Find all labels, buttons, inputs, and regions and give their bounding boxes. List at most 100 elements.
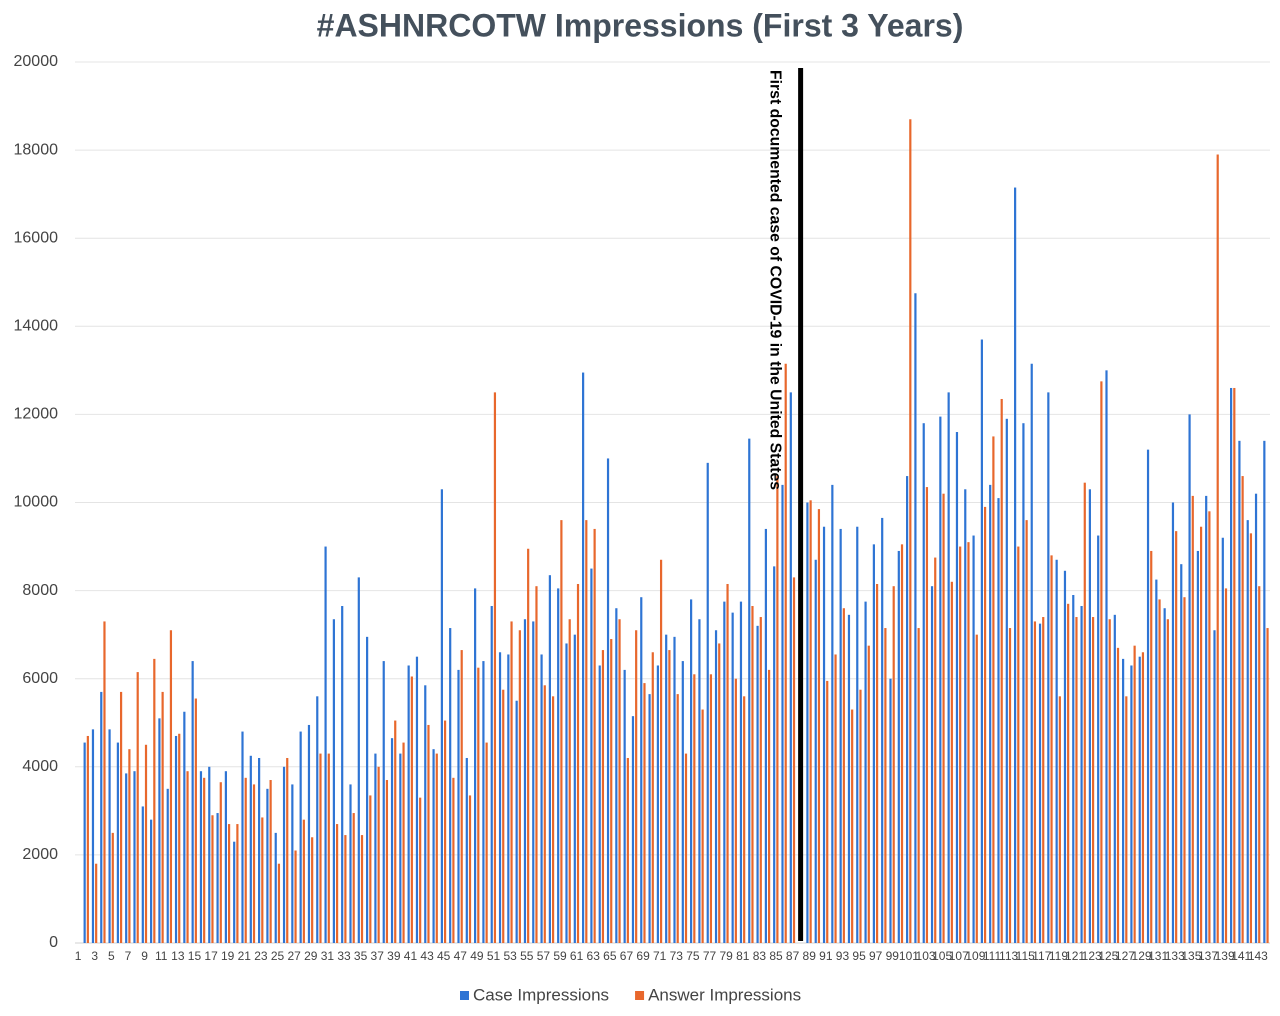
bar	[1216, 154, 1219, 943]
x-tick-label: 131	[1148, 949, 1168, 963]
bar	[856, 526, 859, 943]
x-tick-label: 41	[404, 949, 418, 963]
bar	[897, 550, 900, 943]
bar	[1180, 564, 1183, 943]
bar	[443, 720, 447, 943]
x-tick-label: 143	[1248, 949, 1268, 963]
bar	[914, 293, 917, 943]
x-tick-label: 21	[238, 949, 252, 963]
x-tick-label: 97	[869, 949, 883, 963]
bar	[219, 782, 222, 943]
y-tick-label: 2000	[22, 846, 58, 863]
x-tick-label: 59	[553, 949, 567, 963]
bar	[748, 438, 751, 943]
x-tick-label: 25	[271, 949, 285, 963]
bar	[792, 577, 796, 943]
x-tick-label: 1	[75, 949, 82, 963]
bar	[989, 484, 992, 943]
x-tick-label: 69	[636, 949, 650, 963]
bar	[341, 606, 344, 943]
x-tick-label: 53	[503, 949, 517, 963]
bar	[186, 771, 189, 943]
bar	[1100, 381, 1103, 943]
x-tick-label: 37	[371, 949, 385, 963]
x-tick-label: 51	[487, 949, 501, 963]
bar	[615, 608, 618, 943]
bar	[598, 665, 601, 943]
x-tick-label: 33	[337, 949, 351, 963]
bar	[648, 694, 651, 943]
bar	[681, 661, 684, 943]
bar	[930, 586, 934, 943]
bar	[1008, 628, 1012, 943]
x-tick-label: 77	[703, 949, 717, 963]
bar	[726, 583, 729, 943]
bar	[169, 630, 173, 943]
bar	[507, 654, 510, 943]
bar	[369, 795, 372, 943]
bar	[1030, 363, 1033, 943]
bar	[831, 484, 834, 943]
bar	[100, 691, 103, 943]
x-tick-label: 109	[965, 949, 985, 963]
bar	[335, 824, 339, 943]
bar	[1258, 586, 1261, 943]
x-tick-label: 13	[171, 949, 185, 963]
bar	[1254, 493, 1258, 943]
bar	[1133, 645, 1136, 943]
bar	[360, 835, 364, 943]
x-tick-label: 79	[719, 949, 733, 963]
bar	[881, 517, 884, 943]
y-tick-label: 16000	[14, 229, 59, 246]
x-tick-label: 73	[670, 949, 684, 963]
x-tick-label: 47	[454, 949, 468, 963]
x-tick-label: 81	[736, 949, 750, 963]
bar	[764, 528, 767, 943]
bar	[1238, 440, 1241, 943]
bar	[1166, 619, 1169, 943]
bar	[1141, 652, 1145, 943]
bar	[357, 577, 360, 943]
bar	[809, 500, 812, 943]
bar	[548, 575, 551, 943]
y-tick-label: 20000	[14, 53, 59, 70]
bar	[477, 667, 480, 943]
bar	[394, 720, 397, 943]
bar	[174, 735, 178, 943]
bar	[108, 729, 111, 943]
bar	[864, 601, 867, 943]
x-tick-label: 123	[1082, 949, 1102, 963]
bar	[1241, 476, 1244, 943]
bar	[166, 788, 169, 943]
bar	[125, 773, 128, 943]
bar	[332, 619, 335, 943]
bar	[269, 780, 272, 943]
bar	[618, 619, 621, 943]
x-tick-label: 23	[254, 949, 268, 963]
bar	[216, 813, 219, 943]
bar	[523, 619, 527, 943]
bar	[1025, 520, 1028, 943]
bar	[95, 863, 98, 943]
bar	[789, 392, 792, 943]
bar	[1196, 550, 1199, 943]
bar	[144, 744, 148, 943]
bar	[859, 689, 862, 943]
chart-title: #ASHNRCOTW Impressions (First 3 Years)	[317, 7, 964, 43]
x-tick-label: 49	[470, 949, 484, 963]
bar	[814, 559, 817, 943]
bar	[967, 542, 970, 943]
bar	[676, 694, 679, 943]
bar	[934, 557, 937, 943]
bar	[344, 835, 347, 943]
bar	[851, 709, 854, 943]
bar	[975, 634, 978, 943]
x-tick-label: 129	[1132, 949, 1152, 963]
bar	[635, 630, 638, 943]
bar	[1213, 630, 1216, 943]
x-tick-label: 87	[786, 949, 800, 963]
bar	[623, 669, 626, 943]
bar	[743, 696, 746, 943]
x-tick-label: 29	[304, 949, 318, 963]
